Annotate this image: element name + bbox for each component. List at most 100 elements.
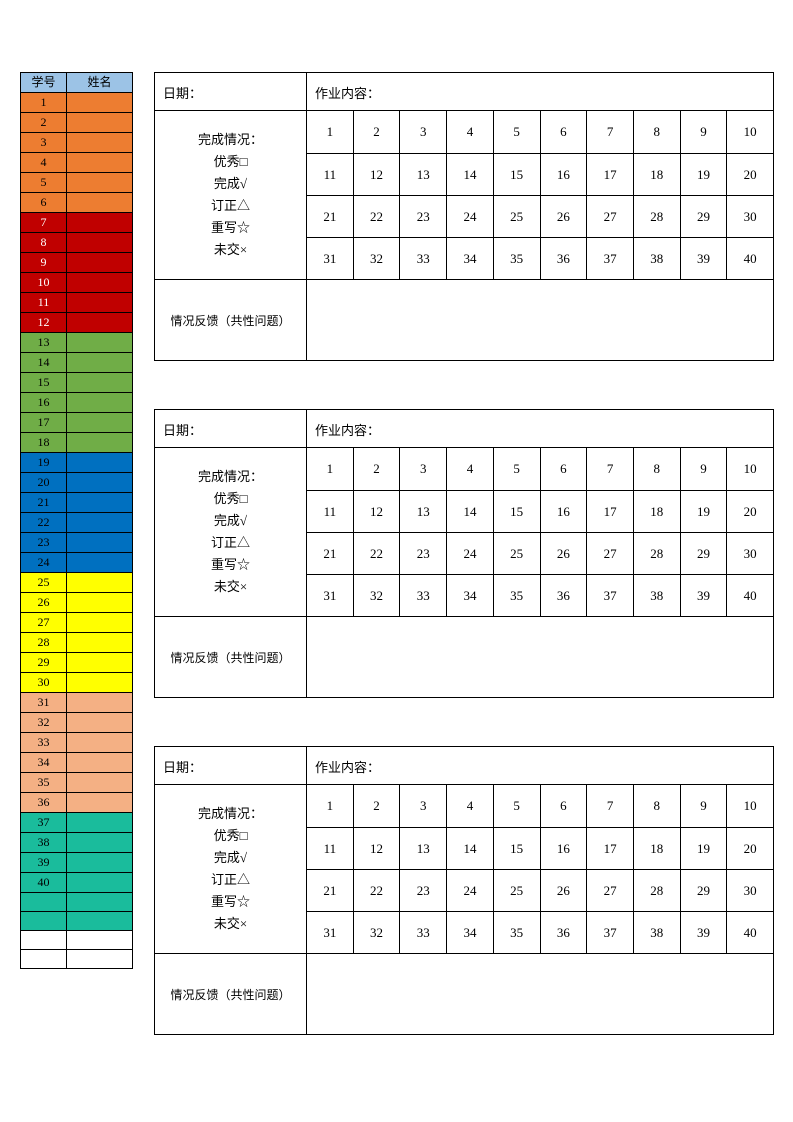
student-cell: 9 <box>680 448 727 490</box>
student-cell: 13 <box>399 828 446 869</box>
student-cell: 21 <box>307 870 353 911</box>
roster-row: 15 <box>21 373 133 393</box>
roster-row: 33 <box>21 733 133 753</box>
student-cell: 8 <box>633 111 680 153</box>
roster-row: 14 <box>21 353 133 373</box>
student-cell: 22 <box>353 533 400 574</box>
student-grid-row: 11121314151617181920 <box>307 827 773 869</box>
roster-row: 10 <box>21 273 133 293</box>
roster-name-cell <box>67 753 133 773</box>
student-cell: 33 <box>399 912 446 953</box>
roster-id-cell: 26 <box>21 593 67 613</box>
date-label: 日期： <box>155 73 307 110</box>
student-cell: 25 <box>493 196 540 237</box>
student-cell: 34 <box>446 575 493 616</box>
student-cell: 36 <box>540 912 587 953</box>
student-cell: 6 <box>540 448 587 490</box>
roster-row <box>21 893 133 912</box>
roster-name-cell <box>67 931 133 950</box>
student-grid: 1234567891011121314151617181920212223242… <box>307 111 773 279</box>
status-line: 重写☆ <box>198 554 263 576</box>
roster-name-cell <box>67 813 133 833</box>
student-cell: 13 <box>399 154 446 195</box>
roster-id-cell: 15 <box>21 373 67 393</box>
roster-name-cell <box>67 693 133 713</box>
roster-name-cell <box>67 393 133 413</box>
roster-name-cell <box>67 633 133 653</box>
roster-name-cell <box>67 912 133 931</box>
student-cell: 18 <box>633 828 680 869</box>
roster-id-cell: 6 <box>21 193 67 213</box>
roster-id-cell: 5 <box>21 173 67 193</box>
student-cell: 29 <box>680 533 727 574</box>
student-cell: 26 <box>540 196 587 237</box>
roster-row: 19 <box>21 453 133 473</box>
content-label: 作业内容： <box>307 73 773 110</box>
student-cell: 12 <box>353 828 400 869</box>
homework-block: 日期：作业内容：完成情况：优秀□完成√订正△重写☆未交×123456789101… <box>154 409 774 698</box>
student-cell: 20 <box>726 828 773 869</box>
student-cell: 22 <box>353 196 400 237</box>
student-grid-row: 21222324252627282930 <box>307 532 773 574</box>
student-cell: 28 <box>633 196 680 237</box>
student-cell: 10 <box>726 785 773 827</box>
student-cell: 11 <box>307 491 353 532</box>
roster-name-cell <box>67 113 133 133</box>
roster-id-cell: 34 <box>21 753 67 773</box>
student-cell: 20 <box>726 491 773 532</box>
student-grid: 1234567891011121314151617181920212223242… <box>307 785 773 953</box>
roster-id-cell: 1 <box>21 93 67 113</box>
roster-id-cell: 12 <box>21 313 67 333</box>
roster-name-cell <box>67 493 133 513</box>
roster-name-cell <box>67 593 133 613</box>
student-cell: 7 <box>586 448 633 490</box>
student-cell: 15 <box>493 154 540 195</box>
student-cell: 39 <box>680 912 727 953</box>
roster-row: 1 <box>21 93 133 113</box>
roster-row: 23 <box>21 533 133 553</box>
status-line: 优秀□ <box>198 151 263 173</box>
roster-name-cell <box>67 853 133 873</box>
status-legend: 完成情况：优秀□完成√订正△重写☆未交× <box>155 448 307 616</box>
roster-row: 9 <box>21 253 133 273</box>
homework-block: 日期：作业内容：完成情况：优秀□完成√订正△重写☆未交×123456789101… <box>154 72 774 361</box>
roster-row: 27 <box>21 613 133 633</box>
roster-id-cell <box>21 912 67 931</box>
status-line: 完成√ <box>198 847 263 869</box>
student-cell: 31 <box>307 912 353 953</box>
student-cell: 39 <box>680 238 727 279</box>
roster-row: 29 <box>21 653 133 673</box>
roster-id-cell: 18 <box>21 433 67 453</box>
roster-row: 11 <box>21 293 133 313</box>
roster-name-cell <box>67 313 133 333</box>
feedback-label: 情况反馈（共性问题） <box>155 280 307 360</box>
student-cell: 4 <box>446 785 493 827</box>
roster-id-cell <box>21 893 67 912</box>
student-cell: 11 <box>307 828 353 869</box>
student-cell: 12 <box>353 154 400 195</box>
roster-name-cell <box>67 213 133 233</box>
roster-name-cell <box>67 133 133 153</box>
roster-id-cell: 10 <box>21 273 67 293</box>
roster-id-cell: 9 <box>21 253 67 273</box>
student-cell: 7 <box>586 111 633 153</box>
student-cell: 37 <box>586 238 633 279</box>
roster-row <box>21 931 133 950</box>
student-cell: 11 <box>307 154 353 195</box>
student-cell: 33 <box>399 575 446 616</box>
roster-row: 13 <box>21 333 133 353</box>
roster-name-cell <box>67 893 133 912</box>
roster-row: 2 <box>21 113 133 133</box>
student-cell: 33 <box>399 238 446 279</box>
student-cell: 6 <box>540 111 587 153</box>
content-label: 作业内容： <box>307 410 773 447</box>
roster-row <box>21 912 133 931</box>
roster-name-cell <box>67 413 133 433</box>
roster-name-cell <box>67 253 133 273</box>
roster-id-cell: 13 <box>21 333 67 353</box>
roster-id-cell: 11 <box>21 293 67 313</box>
roster-id-cell: 36 <box>21 793 67 813</box>
roster-id-cell: 4 <box>21 153 67 173</box>
student-cell: 1 <box>307 111 353 153</box>
student-cell: 32 <box>353 238 400 279</box>
